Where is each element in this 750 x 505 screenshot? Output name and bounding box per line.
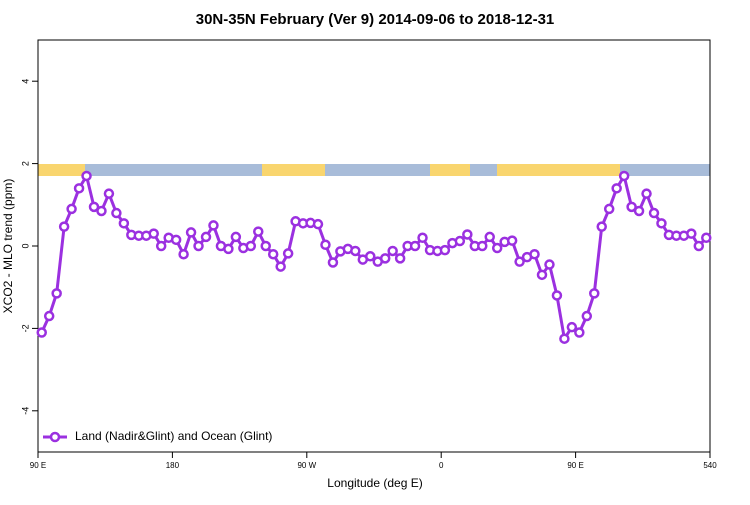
data-point [155,240,167,252]
data-point [417,232,428,244]
data-point [506,235,518,246]
land-band [497,164,620,176]
x-tick-label: 90 E [30,461,46,470]
data-point [111,207,122,219]
x-tick-label: 540 [703,461,717,470]
data-point [491,242,503,254]
y-tick-label: -4 [20,407,30,415]
y-axis-label: XCO2 - MLO trend (ppm) [1,179,15,314]
data-point [581,310,593,322]
land-band [430,164,470,176]
data-point [365,251,376,262]
data-point [253,226,264,237]
data-point [178,248,189,260]
data-point [148,228,159,239]
legend-marker [49,431,61,443]
data-point [611,183,622,194]
data-point [245,240,257,252]
data-point [81,170,92,182]
data-point [409,240,421,252]
y-tick-label: 4 [20,79,30,84]
data-point [96,205,107,217]
data-point [701,232,712,244]
land-band [38,164,85,176]
data-point [350,245,361,257]
x-tick-label: 0 [439,461,444,470]
x-tick-label: 90 E [567,461,583,470]
x-tick-label: 180 [166,461,180,470]
legend-label: Land (Nadir&Glint) and Ocean (Glint) [75,429,272,443]
data-point [387,245,398,257]
data-point [394,253,406,264]
data-point [312,218,324,230]
data-point [267,248,279,260]
data-point [648,207,660,219]
data-point [626,201,637,213]
data-point [379,253,391,264]
data-point [656,218,667,229]
data-point [514,256,525,267]
data-point [73,183,85,194]
data-point [529,248,540,260]
data-point [51,288,62,299]
data-point [596,221,607,232]
data-point [103,188,115,199]
data-point [200,231,212,243]
data-point [618,170,630,182]
data-point [462,229,473,240]
data-point [544,259,555,270]
data-point [484,231,495,243]
land-ocean-mask [38,164,710,176]
data-point [282,248,294,259]
chart-title: 30N-35N February (Ver 9) 2014-09-06 to 2… [196,11,555,28]
data-point [574,327,585,338]
data-point [43,310,55,322]
data-point [260,240,271,252]
data-point [559,333,570,344]
data-point [170,234,182,246]
data-point [454,235,466,247]
data-point [589,288,600,299]
data-point [641,188,652,199]
y-tick-label: -2 [20,324,30,332]
data-point [193,240,204,252]
y-tick-label: 0 [20,243,30,248]
data-point [693,240,705,252]
data-point [477,240,488,252]
data-point [223,243,234,255]
data-point [208,220,219,231]
data-point [686,228,697,239]
data-point [118,218,130,229]
data-point [230,231,242,243]
data-point [275,261,286,272]
data-point [566,321,578,333]
land-band [262,164,325,176]
data-point [536,269,548,281]
data-point [66,203,77,215]
data-point [36,327,47,338]
data-point [58,221,70,232]
data-point [633,205,645,217]
data-point [320,239,331,251]
data-point [603,203,615,215]
y-tick-label: 2 [20,161,30,166]
x-tick-label: 90 W [297,461,316,470]
data-point [185,227,197,238]
data-point [88,201,100,213]
data-point [327,257,339,268]
data-point [439,244,451,256]
data-point [551,290,563,301]
x-axis-label: Longitude (deg E) [327,476,422,490]
